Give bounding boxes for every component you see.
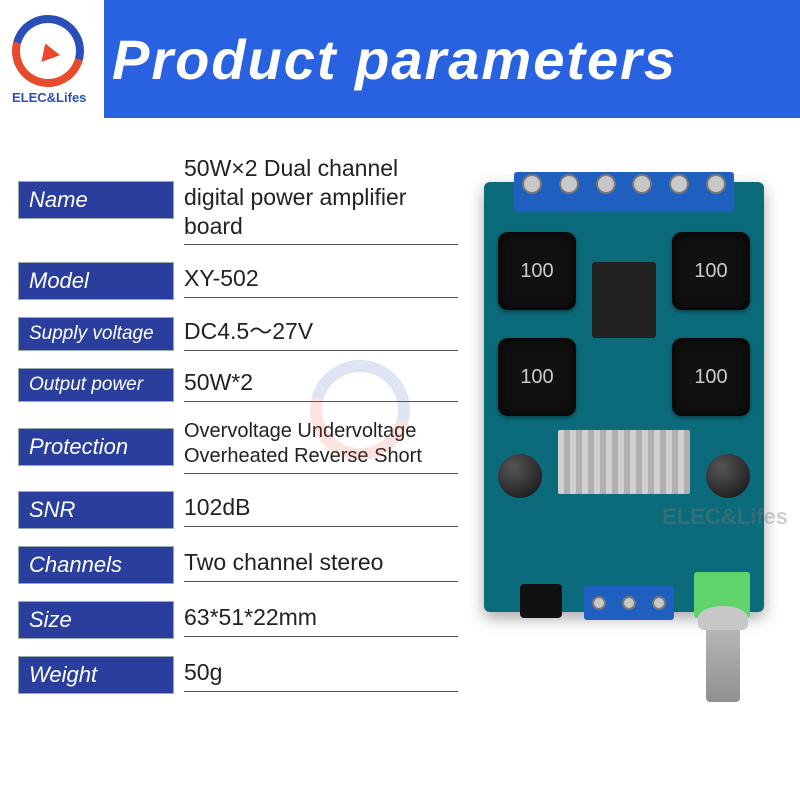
spec-label: Output power: [18, 368, 174, 402]
spec-label: Name: [18, 181, 174, 219]
spec-label: Size: [18, 601, 174, 639]
terminal-screw: [596, 174, 616, 194]
spec-row: Size 63*51*22mm: [18, 601, 458, 639]
terminal-screw: [592, 596, 606, 610]
spec-row: Model XY-502: [18, 262, 458, 300]
inductor: 100: [672, 232, 750, 310]
terminal-screw: [622, 596, 636, 610]
terminal-block-bottom: [584, 586, 674, 620]
terminal-screw: [652, 596, 666, 610]
spec-label: Model: [18, 262, 174, 300]
inductor: 100: [498, 232, 576, 310]
amp-chip: [592, 262, 656, 338]
spec-row: Name 50W×2 Dual channel digital power amp…: [18, 154, 458, 245]
pcb-board: 100 100 100 100: [484, 182, 764, 612]
header: ELEC&Lifes Product parameters: [0, 0, 800, 118]
brand-logo-text: ELEC&Lifes: [12, 90, 86, 105]
spec-value: DC4.5～27V: [184, 317, 458, 351]
title-banner: Product parameters: [104, 0, 800, 118]
terminal-screw: [669, 174, 689, 194]
spec-value: 50g: [184, 658, 458, 692]
spec-label: Channels: [18, 546, 174, 584]
product-image-area: 100 100 100 100: [458, 154, 790, 788]
terminal-screw: [632, 174, 652, 194]
spec-row: Weight 50g: [18, 656, 458, 694]
audio-jack: [520, 584, 562, 618]
inductor: 100: [498, 338, 576, 416]
spec-value: 102dB: [184, 493, 458, 527]
page-title: Product parameters: [112, 27, 677, 92]
spec-label: Weight: [18, 656, 174, 694]
capacitor: [706, 454, 750, 498]
heatsink: [558, 430, 690, 494]
spec-label: Supply voltage: [18, 317, 174, 351]
terminal-screw: [559, 174, 579, 194]
spec-value: 50W×2 Dual channel digital power amplifi…: [184, 154, 458, 245]
inductor: 100: [672, 338, 750, 416]
brand-logo: ELEC&Lifes: [8, 15, 96, 103]
watermark-text: ELEC&Lifes: [662, 504, 788, 530]
terminal-screw: [706, 174, 726, 194]
spec-value: 63*51*22mm: [184, 603, 458, 637]
spec-label: Protection: [18, 428, 174, 466]
terminal-block-top: [514, 172, 734, 212]
watermark-logo: [310, 360, 430, 480]
spec-row: SNR 102dB: [18, 491, 458, 529]
spec-value: Two channel stereo: [184, 548, 458, 582]
spec-label: SNR: [18, 491, 174, 529]
spec-value: XY-502: [184, 264, 458, 298]
spec-row: Supply voltage DC4.5～27V: [18, 317, 458, 351]
terminal-screw: [522, 174, 542, 194]
volume-knob: [706, 610, 740, 702]
spec-row: Channels Two channel stereo: [18, 546, 458, 584]
capacitor: [498, 454, 542, 498]
